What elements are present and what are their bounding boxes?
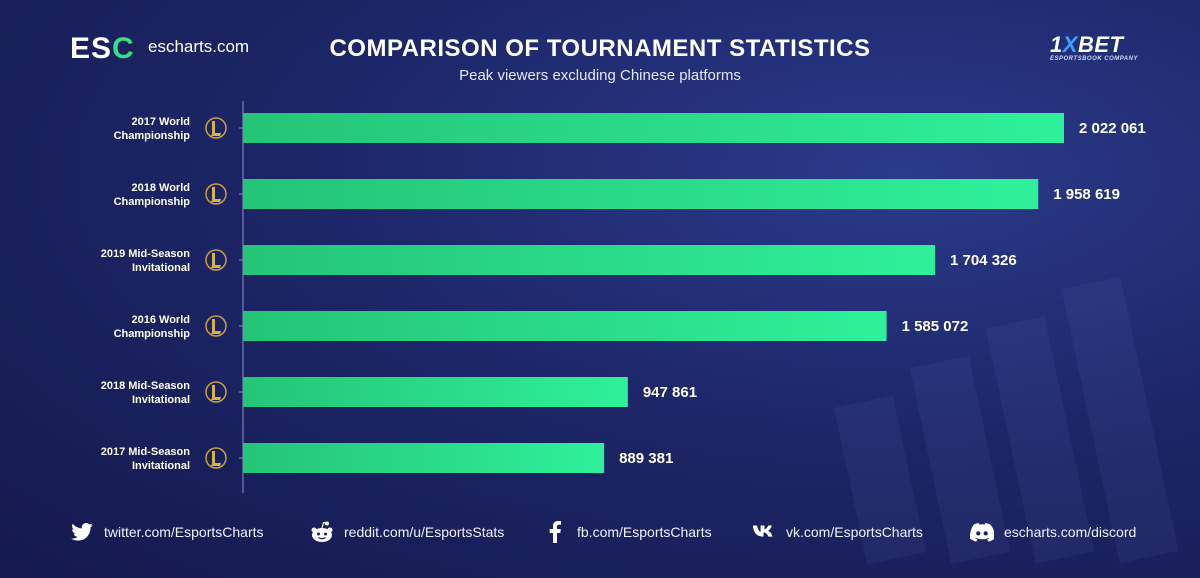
bar [243, 179, 1039, 209]
bar [243, 113, 1064, 143]
category-label: Invitational [132, 394, 190, 406]
social-discord[interactable]: escharts.com/discord [970, 520, 1136, 544]
logo-text-c: C [112, 32, 135, 65]
category-label: 2018 World [132, 182, 191, 194]
social-twitter[interactable]: twitter.com/EsportsCharts [70, 520, 264, 544]
chart-title: COMPARISON OF TOURNAMENT STATISTICS [329, 35, 871, 62]
social-label: twitter.com/EsportsCharts [104, 524, 264, 540]
bar [243, 311, 887, 341]
sponsor-brand-1: 1 [1050, 32, 1063, 57]
facebook-icon [543, 520, 567, 544]
sponsor-logo[interactable]: 1XBET ESPORTSBOOK COMPANY [1050, 32, 1140, 62]
category-label: 2018 Mid-Season [101, 380, 191, 392]
league-of-legends-icon [205, 381, 227, 403]
league-of-legends-icon [205, 117, 227, 139]
bar [243, 245, 935, 275]
sponsor-brand-bet: BET [1077, 32, 1124, 57]
chart-subtitle: Peak viewers excluding Chinese platforms [459, 67, 741, 84]
site-link[interactable]: escharts.com [148, 37, 250, 56]
value-label: 1 958 619 [1053, 186, 1120, 203]
value-label: 1 704 326 [950, 252, 1017, 269]
sponsor-brand: 1XBET [1050, 32, 1140, 58]
social-label: vk.com/EsportsCharts [786, 524, 923, 540]
category-label: Championship [114, 328, 191, 340]
bar [243, 377, 628, 407]
league-of-legends-icon [205, 249, 227, 271]
category-label: 2017 Mid-Season [101, 446, 191, 458]
vk-icon [752, 520, 776, 544]
league-of-legends-icon [205, 315, 227, 337]
logo-text-es: ES [70, 32, 113, 65]
category-label: Invitational [132, 262, 190, 274]
social-facebook[interactable]: fb.com/EsportsCharts [543, 520, 712, 544]
footer: twitter.com/EsportsCharts reddit.com/u/E… [0, 520, 1200, 550]
value-label: 1 585 072 [902, 318, 969, 335]
category-label: Championship [114, 196, 191, 208]
category-label: Championship [114, 130, 191, 142]
value-label: 889 381 [619, 450, 673, 467]
league-of-legends-icon [205, 183, 227, 205]
bar [243, 443, 605, 473]
twitter-icon [70, 520, 94, 544]
category-label: 2017 World [132, 116, 191, 128]
social-vk[interactable]: vk.com/EsportsCharts [752, 520, 923, 544]
sponsor-brand-x: X [1062, 32, 1078, 57]
category-label: 2016 World [132, 314, 191, 326]
esc-logo[interactable]: ESC [70, 32, 135, 66]
sponsor-tagline: ESPORTSBOOK COMPANY [1050, 56, 1138, 62]
social-reddit[interactable]: reddit.com/u/EsportsStats [310, 520, 504, 544]
league-of-legends-icon [205, 447, 227, 469]
value-label: 2 022 061 [1079, 120, 1146, 137]
category-label: 2019 Mid-Season [101, 248, 191, 260]
reddit-icon [310, 520, 334, 544]
header: ESC escharts.com COMPARISON OF TOURNAMEN… [0, 0, 1200, 95]
social-label: escharts.com/discord [1004, 524, 1137, 540]
discord-icon [970, 520, 994, 544]
category-label: Invitational [132, 460, 190, 472]
value-label: 947 861 [643, 384, 697, 401]
social-label: fb.com/EsportsCharts [577, 524, 712, 540]
social-label: reddit.com/u/EsportsStats [344, 524, 505, 540]
